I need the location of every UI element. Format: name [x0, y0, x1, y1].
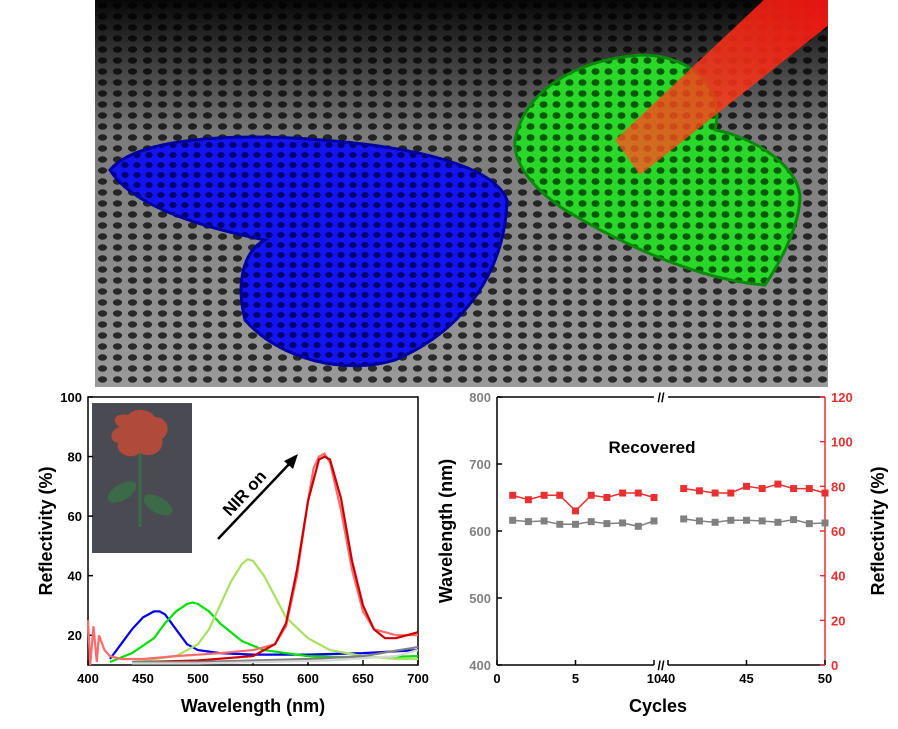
right-ytick-right-label: 0	[831, 658, 838, 673]
cycle-point	[619, 519, 627, 527]
nir-on-arrow	[217, 460, 293, 540]
cycle-point	[603, 520, 611, 528]
green-heart-half	[513, 53, 802, 287]
spectrum-line-5	[132, 646, 419, 664]
cycle-point	[758, 485, 766, 493]
spectrum-line-6	[132, 649, 419, 665]
cycle-point	[556, 520, 564, 528]
left-xtick-label: 700	[407, 671, 429, 686]
cycle-point	[711, 489, 719, 497]
cycle-line-0-0	[512, 519, 655, 528]
right-ytick-right-label: 100	[831, 435, 853, 450]
cycle-point	[619, 489, 627, 497]
right-title: Recovered	[609, 438, 696, 457]
cycle-point	[821, 489, 829, 497]
cycle-line-1-1	[683, 483, 826, 494]
cycle-point	[743, 516, 750, 524]
left-ytick-label: 40	[68, 569, 82, 584]
left-ytick-label: 20	[68, 628, 82, 643]
cycling-stability-chart: //// 0 5 10 40 45 504005006007008000204060801…	[436, 390, 888, 716]
cycle-point	[727, 516, 735, 524]
cycle-line-1-0	[512, 492, 655, 512]
cycle-point	[540, 491, 548, 499]
cycle-point	[821, 519, 829, 527]
cycle-point	[695, 517, 703, 525]
right-xlabel: Cycles	[629, 696, 687, 716]
cycle-point	[509, 491, 517, 499]
left-xtick-label: 600	[297, 671, 319, 686]
cycle-point	[540, 517, 548, 525]
cycle-point	[774, 518, 782, 526]
right-xtick-label: 0	[493, 671, 500, 686]
cycle-point	[790, 516, 798, 524]
axis-break-mark: //	[657, 390, 665, 405]
left-xtick-label: 400	[77, 671, 99, 686]
cycle-point	[727, 489, 735, 497]
blue-heart-half	[108, 135, 509, 368]
spectrum-line-2	[131, 558, 418, 664]
cycle-point	[572, 507, 579, 515]
spectrum-line-4	[142, 455, 419, 664]
cycle-point	[587, 518, 595, 526]
cycle-line-0-1	[683, 518, 826, 525]
cycle-point	[572, 520, 579, 528]
spectrum-line-1	[109, 601, 419, 664]
right-ylabel-left: Wavelength (nm)	[436, 459, 456, 603]
cycle-point	[634, 522, 642, 530]
right-xtick-label: 10	[647, 671, 661, 686]
left-ytick-label: 80	[68, 450, 82, 465]
left-xtick-label: 450	[132, 671, 154, 686]
cycle-point	[650, 494, 658, 501]
nir-laser-beam	[615, 0, 828, 175]
cycle-point	[634, 489, 642, 497]
left-xtick-label: 650	[352, 671, 374, 686]
cycle-point	[509, 516, 517, 524]
cycle-point	[774, 480, 782, 488]
right-xtick-label: 40	[661, 671, 675, 686]
right-xtick-label: 45	[739, 671, 753, 686]
left-ylabel: Reflectivity (%)	[36, 466, 56, 595]
inset-rose	[107, 409, 173, 527]
right-ytick-left-label: 700	[469, 457, 491, 472]
nir-on-arrowhead	[284, 454, 298, 469]
right-xtick-label: 5	[572, 671, 579, 686]
cycle-point	[524, 496, 532, 504]
right-ytick-right-label: 40	[831, 569, 845, 584]
cycle-point	[758, 517, 766, 525]
left-xtick-label: 500	[187, 671, 209, 686]
cycle-point	[680, 485, 688, 493]
cycle-point	[711, 518, 719, 526]
cycle-point	[790, 485, 798, 493]
left-ytick-label: 100	[60, 390, 82, 405]
cycle-point	[587, 491, 595, 499]
cycle-point	[805, 485, 813, 493]
right-ytick-right-label: 20	[831, 613, 845, 628]
cycle-point	[650, 517, 658, 525]
right-ytick-right-label: 80	[831, 479, 845, 494]
right-ytick-left-label: 400	[469, 658, 491, 673]
axis-break-mark: //	[657, 658, 665, 673]
cycle-point	[680, 515, 688, 523]
cycle-point	[556, 491, 564, 499]
right-ylabel-right: Reflectivity (%)	[868, 466, 888, 595]
left-ytick-label: 60	[68, 509, 82, 524]
cycle-point	[695, 487, 703, 495]
right-ytick-left-label: 800	[469, 390, 491, 405]
cycle-point	[524, 518, 532, 526]
right-ytick-left-label: 600	[469, 524, 491, 539]
cycle-point	[603, 494, 611, 501]
right-ytick-right-label: 120	[831, 390, 853, 405]
left-xtick-label: 550	[242, 671, 264, 686]
cycle-point	[743, 482, 750, 490]
right-xtick-label: 50	[818, 671, 832, 686]
cycle-point	[805, 520, 813, 528]
left-xlabel: Wavelength (nm)	[181, 696, 325, 716]
right-ytick-right-label: 60	[831, 524, 845, 539]
illustration-render	[95, 0, 828, 387]
right-ytick-left-label: 500	[469, 591, 491, 606]
